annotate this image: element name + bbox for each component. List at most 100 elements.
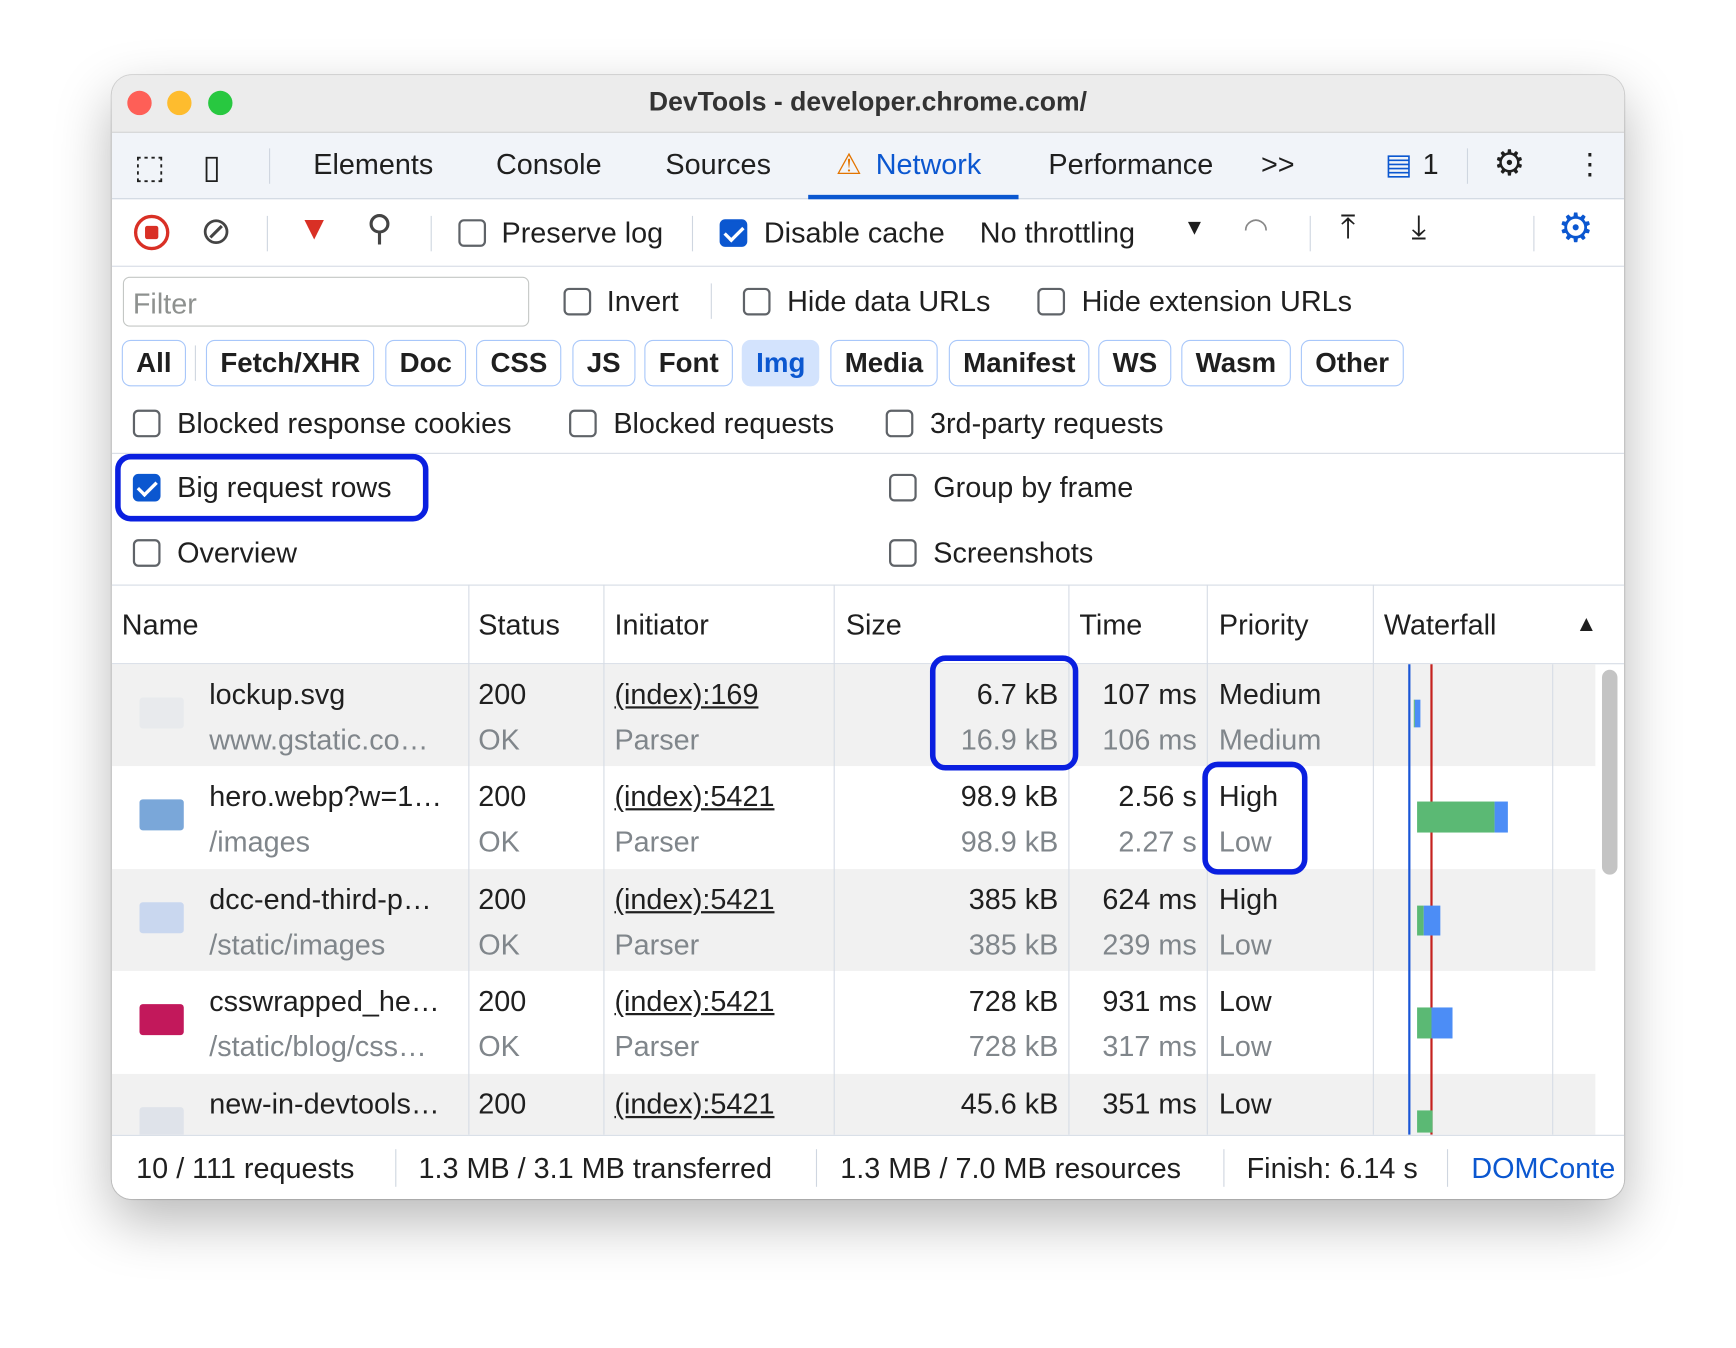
type-filter-css[interactable]: CSS xyxy=(476,339,562,387)
type-filter-media[interactable]: Media xyxy=(830,339,938,387)
tab-performance[interactable]: Performance xyxy=(1048,147,1214,181)
search-icon[interactable]: ⚲ xyxy=(366,208,393,248)
transferred-size: 1.3 MB / 3.1 MB transferred xyxy=(418,1151,773,1185)
group-by-frame-label: Group by frame xyxy=(933,470,1134,504)
column-initiator[interactable]: Initiator xyxy=(614,607,709,642)
network-conditions-icon[interactable]: ◠ xyxy=(1243,211,1269,245)
time-cell: 2.56 s xyxy=(1118,779,1197,813)
big-request-rows-checkbox[interactable] xyxy=(132,473,161,502)
import-har-icon[interactable]: ⤒ xyxy=(1340,209,1356,246)
initiator-link[interactable]: (index):5421 xyxy=(614,882,775,916)
blocked-requests-label: Blocked requests xyxy=(613,406,835,440)
type-filter-other[interactable]: Other xyxy=(1300,339,1404,387)
type-filter-fetch-xhr[interactable]: Fetch/XHR xyxy=(205,339,375,387)
priority-highlight-box xyxy=(1202,761,1308,875)
stop-recording-icon[interactable] xyxy=(133,214,170,251)
big-request-rows-label: Big request rows xyxy=(177,470,392,504)
table-header: Name Status Initiator Size Time Priority… xyxy=(111,584,1625,665)
hide-data-urls-checkbox[interactable] xyxy=(742,287,771,316)
type-filter-font[interactable]: Font xyxy=(644,339,734,387)
hide-data-urls-label: Hide data URLs xyxy=(787,284,991,318)
screenshots-checkbox[interactable] xyxy=(889,539,917,567)
title-bar: DevTools - developer.chrome.com/ xyxy=(111,75,1625,133)
settings-icon[interactable]: ⚙ xyxy=(1493,142,1526,183)
waterfall-waiting-bar xyxy=(1417,1110,1433,1133)
status-cell: 200 xyxy=(478,882,527,916)
type-filter-doc[interactable]: Doc xyxy=(385,339,467,387)
issues-icon[interactable]: ▤ xyxy=(1384,147,1413,181)
table-row[interactable]: new-in-devtools… 200 (index):5421 45.6 kB 35… xyxy=(111,1073,1596,1135)
clear-icon[interactable]: ⊘ xyxy=(200,210,232,253)
column-size[interactable]: Size xyxy=(845,607,902,642)
waterfall-download-bar xyxy=(1494,801,1508,833)
type-filter-manifest[interactable]: Manifest xyxy=(948,339,1090,387)
network-settings-icon[interactable]: ⚙ xyxy=(1557,204,1594,251)
close-button[interactable] xyxy=(127,90,152,116)
preserve-log-checkbox[interactable] xyxy=(458,219,487,247)
table-row[interactable]: csswrapped_he… /static/blog/css… 200 OK (ind… xyxy=(112,971,1596,1073)
status-text-cell: OK xyxy=(478,927,520,961)
size-cell: 45.6 kB xyxy=(960,1087,1059,1121)
throttling-select[interactable]: No throttling xyxy=(979,215,1135,250)
name-cell: lockup.svg xyxy=(209,677,346,711)
filter-input[interactable]: Filter xyxy=(122,276,530,327)
blocked-cookies-checkbox[interactable] xyxy=(132,409,161,438)
time-cell: 931 ms xyxy=(1102,984,1197,1018)
hide-extension-urls-checkbox[interactable] xyxy=(1037,287,1066,316)
dom-content-loaded-line xyxy=(1408,664,1411,1135)
type-filter-js[interactable]: JS xyxy=(572,339,636,387)
resource-size-cell: 385 kB xyxy=(968,927,1059,961)
image-thumbnail xyxy=(139,902,184,934)
initiator-link[interactable]: (index):169 xyxy=(614,677,759,711)
initiator-link[interactable]: (index):5421 xyxy=(614,984,775,1018)
column-name[interactable]: Name xyxy=(121,607,199,642)
tab-network[interactable]: Network xyxy=(875,147,982,181)
group-by-frame-checkbox[interactable] xyxy=(889,473,917,502)
type-filter-img[interactable]: Img xyxy=(741,339,820,387)
warning-icon: ⚠ xyxy=(835,147,862,181)
more-tabs-icon[interactable]: >> xyxy=(1260,147,1295,181)
column-time[interactable]: Time xyxy=(1079,607,1143,642)
third-party-checkbox[interactable] xyxy=(885,409,914,438)
column-priority[interactable]: Priority xyxy=(1218,607,1309,642)
hide-extension-urls-label: Hide extension URLs xyxy=(1081,284,1353,318)
disable-cache-checkbox[interactable] xyxy=(719,219,748,247)
initiator-link[interactable]: (index):5421 xyxy=(614,779,775,813)
time-cell: 351 ms xyxy=(1102,1087,1197,1121)
resource-size-cell: 728 kB xyxy=(968,1029,1059,1063)
sort-ascending-icon[interactable]: ▲ xyxy=(1575,612,1598,637)
device-toolbar-icon[interactable]: ▯ xyxy=(202,149,221,186)
blocked-requests-checkbox[interactable] xyxy=(569,409,597,438)
chevron-down-icon[interactable]: ▼ xyxy=(1183,215,1206,241)
overview-checkbox[interactable] xyxy=(132,539,161,567)
size-cell: 728 kB xyxy=(968,984,1059,1018)
path-cell: www.gstatic.co… xyxy=(209,722,429,757)
invert-checkbox[interactable] xyxy=(563,287,592,316)
table-row[interactable]: dcc-end-third-p… /static/images 200 OK (inde… xyxy=(111,869,1596,971)
type-filter-wasm[interactable]: Wasm xyxy=(1181,339,1291,387)
minimize-button[interactable] xyxy=(167,90,192,116)
initial-priority-cell: Low xyxy=(1218,927,1272,961)
filter-icon[interactable]: ▼ xyxy=(297,210,331,247)
more-options-icon[interactable]: ⋮ xyxy=(1575,147,1605,181)
export-har-icon[interactable]: ⤓ xyxy=(1411,209,1427,246)
column-waterfall[interactable]: Waterfall xyxy=(1383,607,1497,642)
type-filter-all[interactable]: All xyxy=(121,339,186,387)
type-filter-ws[interactable]: WS xyxy=(1098,339,1172,387)
column-status[interactable]: Status xyxy=(478,607,560,642)
vertical-scrollbar[interactable] xyxy=(1601,669,1618,875)
table-row[interactable]: hero.webp?w=1… /images 200 OK (index):5421 Pa… xyxy=(112,766,1596,868)
initiator-link[interactable]: (index):5421 xyxy=(614,1087,775,1121)
inspect-element-icon[interactable]: ⬚ xyxy=(133,149,166,186)
devtools-window: DevTools - developer.chrome.com/ ⬚ ▯ Ele… xyxy=(111,75,1625,1199)
status-text-cell: OK xyxy=(478,1029,520,1063)
name-cell: hero.webp?w=1… xyxy=(209,779,443,813)
issues-count[interactable]: 1 xyxy=(1422,147,1439,181)
maximize-button[interactable] xyxy=(208,90,233,116)
tab-console[interactable]: Console xyxy=(495,147,602,181)
status-text-cell: OK xyxy=(478,722,520,757)
tab-elements[interactable]: Elements xyxy=(313,147,434,181)
waterfall-download-bar xyxy=(1414,699,1421,728)
tab-sources[interactable]: Sources xyxy=(665,147,771,181)
table-row[interactable]: lockup.svg www.gstatic.co… 200 OK (index):16… xyxy=(111,664,1596,767)
